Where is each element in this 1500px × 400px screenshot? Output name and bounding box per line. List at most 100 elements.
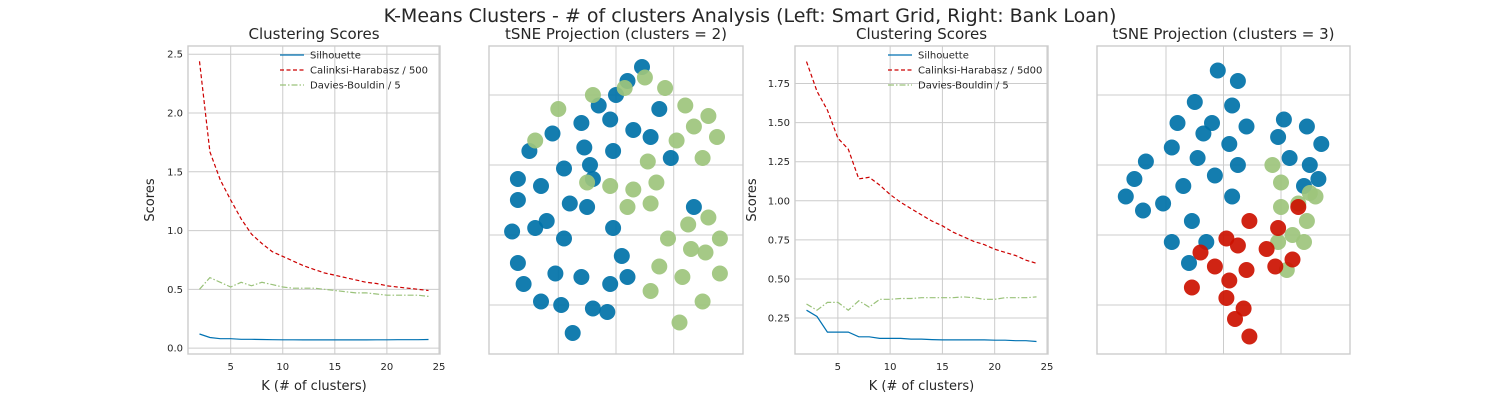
point (556, 160, 572, 177)
plot-frame (488, 45, 744, 355)
point (1135, 202, 1151, 219)
point (697, 244, 714, 261)
point (1241, 328, 1258, 345)
legend-entry: Silhouette (310, 51, 361, 62)
point (1117, 188, 1134, 205)
x-tick-label: 15 (328, 362, 341, 373)
point (1163, 234, 1180, 250)
point (1301, 157, 1318, 173)
point (709, 129, 725, 145)
point (605, 143, 622, 159)
y-tick-label: 0.50 (768, 274, 790, 285)
point (1273, 174, 1289, 191)
point (1186, 94, 1203, 110)
point (613, 248, 630, 264)
chart-title: tSNE Projection (clusters = 2) (505, 25, 727, 43)
point (668, 132, 685, 149)
point (642, 129, 659, 145)
point (547, 265, 564, 282)
point (1229, 157, 1246, 173)
point (509, 171, 526, 187)
y-tick-label: 1.5 (167, 167, 183, 178)
point (711, 265, 728, 282)
point (1310, 171, 1327, 187)
point (619, 269, 636, 285)
point (582, 157, 598, 173)
point (1224, 97, 1241, 114)
point (509, 192, 526, 208)
point (550, 101, 567, 117)
point (556, 230, 572, 247)
point (1155, 195, 1172, 212)
cluster-1 (527, 69, 728, 331)
panel-4: tSNE Projection (clusters = 3) (1096, 25, 1351, 355)
point (527, 220, 544, 236)
point (1273, 199, 1289, 215)
x-tick-label: 10 (276, 362, 289, 373)
point (605, 220, 622, 236)
grid (795, 46, 1048, 354)
point (677, 97, 694, 114)
series-line-2 (805, 61, 1037, 264)
point (1189, 150, 1206, 166)
point (1229, 237, 1246, 254)
point (662, 150, 679, 166)
point (1183, 213, 1200, 229)
x-axis-label: K (# of clusters) (869, 379, 974, 394)
panel-2: tSNE Projection (clusters = 2) (488, 25, 744, 355)
point (1209, 62, 1226, 79)
point (1175, 178, 1192, 194)
chart-title: tSNE Projection (clusters = 3) (1113, 25, 1335, 43)
point (651, 101, 668, 117)
point (1284, 227, 1301, 243)
point (1275, 111, 1292, 128)
point (533, 178, 549, 194)
point (1218, 290, 1235, 306)
point (504, 223, 521, 240)
panels: Clustering Scores 5 10 15 20 25 0.0 0.5 1.0 1.5 2.… (143, 25, 1351, 394)
y-axis-label: Scores (143, 178, 158, 221)
point (602, 111, 619, 128)
point (1206, 258, 1223, 275)
point (1313, 136, 1330, 152)
point (1221, 272, 1238, 289)
point (1238, 118, 1255, 135)
point (694, 150, 711, 166)
plot-frame (1096, 45, 1351, 355)
point (1126, 171, 1143, 187)
point (671, 314, 688, 331)
point (711, 230, 728, 247)
point (660, 230, 676, 247)
point (1258, 241, 1275, 257)
point (1163, 139, 1180, 156)
y-axis-label: Scores (745, 178, 760, 221)
chart-title: Clustering Scores (248, 25, 379, 43)
y-tick-label: 2.5 (167, 50, 183, 61)
point (648, 174, 665, 191)
panel-1: Clustering Scores 5 10 15 20 25 0.0 0.5 1.0 1.5 2.… (143, 25, 445, 394)
plot-frame (187, 45, 441, 355)
series-line-1 (806, 309, 1037, 343)
y-tick-label: 1.0 (167, 226, 183, 237)
series-line-1 (199, 333, 429, 341)
point (1221, 136, 1238, 152)
point (509, 255, 526, 271)
point (538, 213, 555, 229)
x-tick-label: 20 (381, 362, 394, 373)
series-line-2 (198, 61, 429, 292)
point (602, 276, 619, 292)
y-tick-label: 0.0 (167, 344, 183, 355)
point (651, 258, 668, 275)
x-tick-label: 25 (433, 362, 446, 373)
point (576, 139, 593, 156)
point (700, 108, 717, 124)
point (1169, 115, 1186, 131)
point (1229, 73, 1246, 89)
figure-suptitle: K-Means Clusters - # of clusters Analysi… (384, 5, 1117, 27)
point (694, 293, 711, 310)
point (1206, 167, 1223, 184)
point (685, 118, 702, 135)
y-tick-label: 0.5 (167, 285, 183, 296)
point (1264, 157, 1281, 173)
legend-entry: Silhouette (918, 51, 969, 62)
